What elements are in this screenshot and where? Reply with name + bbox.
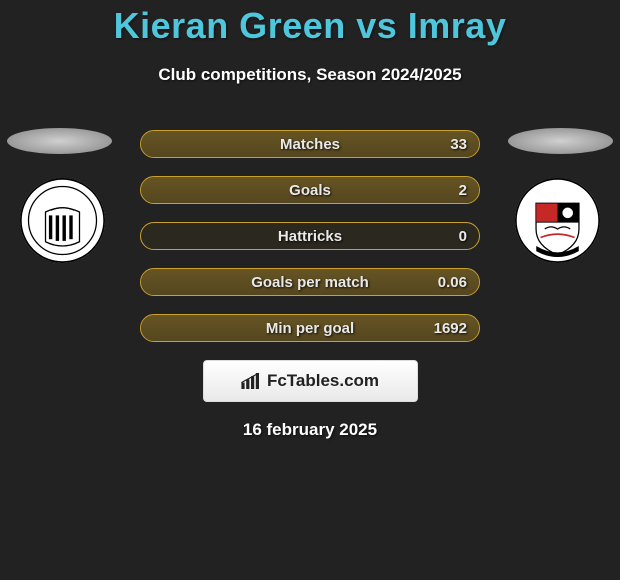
stat-row-matches: Matches 33	[140, 130, 480, 158]
stat-row-goals: Goals 2	[140, 176, 480, 204]
branding-badge: FcTables.com	[203, 360, 418, 402]
ellipse-decoration-left	[7, 128, 112, 154]
stat-right-value: 0.06	[438, 269, 467, 296]
stats-container: Matches 33 Goals 2 Hattricks 0 Goals per…	[140, 130, 480, 342]
bars-icon	[241, 373, 261, 389]
stat-right-value: 2	[459, 177, 467, 204]
stat-right-value: 0	[459, 223, 467, 250]
stat-label: Min per goal	[141, 315, 479, 342]
stat-row-goals-per-match: Goals per match 0.06	[140, 268, 480, 296]
stat-label: Goals per match	[141, 269, 479, 296]
branding-text: FcTables.com	[267, 371, 379, 391]
comparison-title: Kieran Green vs Imray	[0, 0, 620, 47]
stat-right-value: 33	[450, 131, 467, 158]
bromley-crest	[515, 178, 600, 263]
stat-row-hattricks: Hattricks 0	[140, 222, 480, 250]
comparison-subtitle: Club competitions, Season 2024/2025	[0, 65, 620, 85]
stat-label: Goals	[141, 177, 479, 204]
stat-label: Hattricks	[141, 223, 479, 250]
grimsby-town-crest	[20, 178, 105, 263]
stat-label: Matches	[141, 131, 479, 158]
stat-right-value: 1692	[434, 315, 467, 342]
comparison-date: 16 february 2025	[0, 420, 620, 440]
ellipse-decoration-right	[508, 128, 613, 154]
stat-row-min-per-goal: Min per goal 1692	[140, 314, 480, 342]
